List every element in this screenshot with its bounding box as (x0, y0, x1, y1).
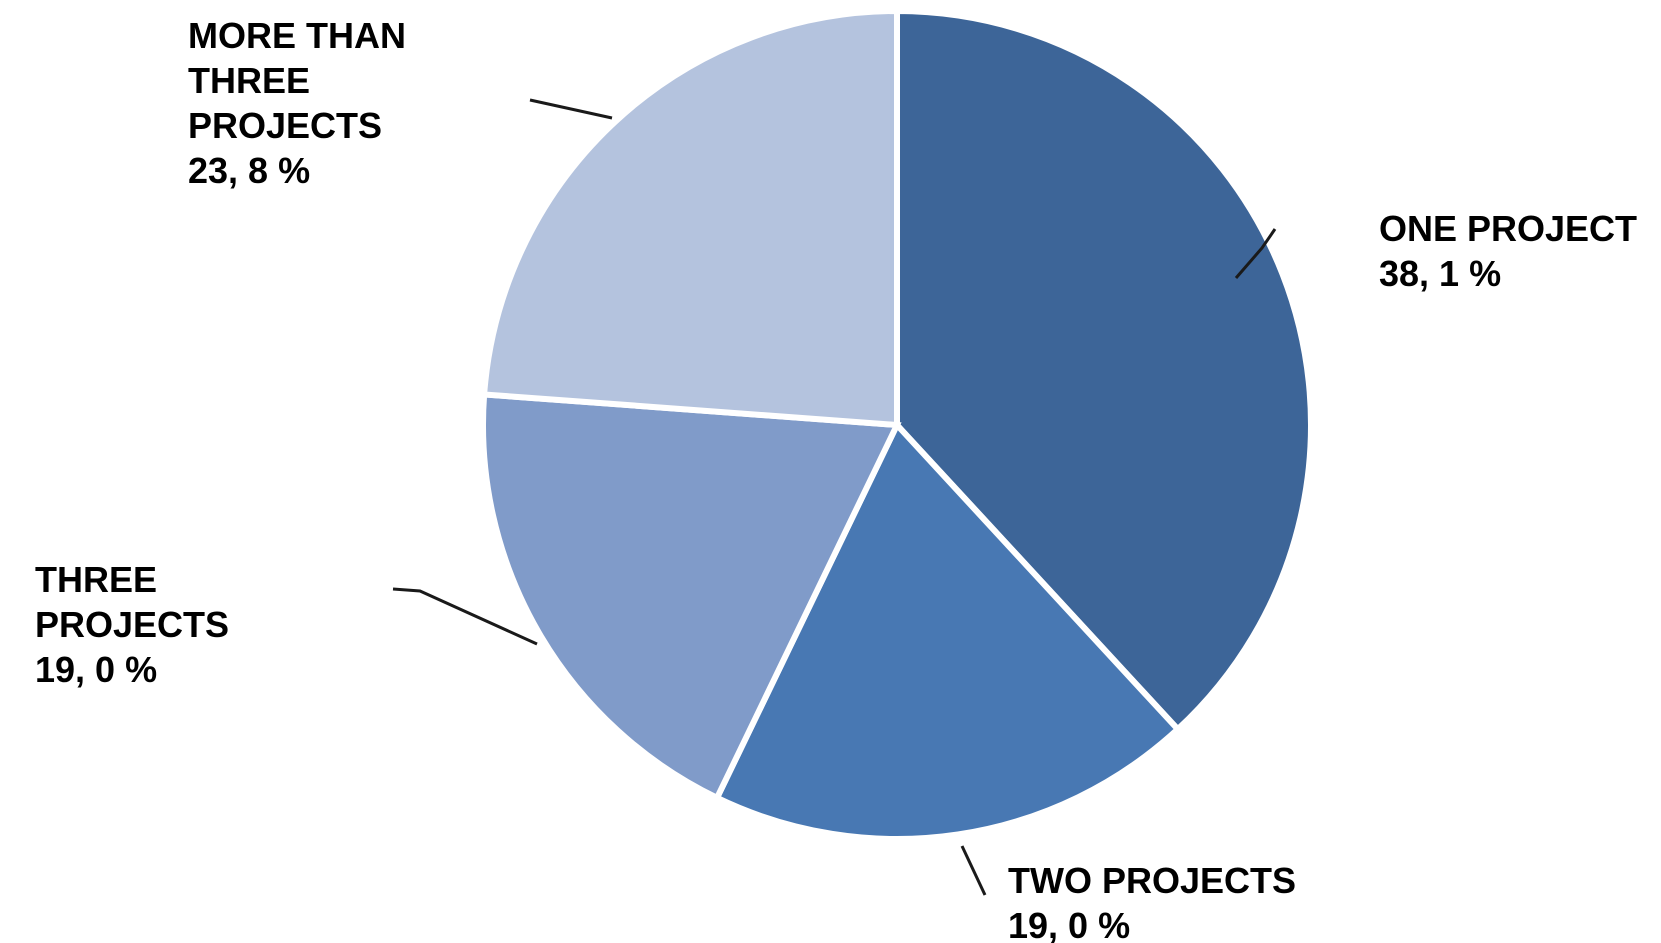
pie-slice-3 (480, 391, 902, 802)
slice-label-3: THREE PROJECTS 19, 0 % (35, 559, 229, 690)
slice-label-line: MORE THAN (188, 15, 406, 56)
leader-line-3 (392, 587, 538, 646)
pie-slice-1 (894, 7, 1314, 734)
slice-label-2: TWO PROJECTS 19, 0 % (1008, 860, 1296, 943)
slice-label-line: THREE (35, 559, 157, 600)
slice-label-line: 19, 0 % (35, 649, 157, 690)
slice-label-line: THREE (188, 60, 310, 101)
slice-label-line: 23, 8 % (188, 150, 310, 191)
slice-label-line: TWO PROJECTS (1008, 860, 1296, 901)
pie-slice-2 (713, 419, 1183, 842)
leader-lines (392, 98, 1277, 896)
leader-line-2 (960, 845, 987, 896)
slice-label-line: 19, 0 % (1008, 905, 1130, 943)
leader-line-4 (529, 98, 613, 120)
leader-line-1 (1234, 228, 1277, 279)
slice-label-1: ONE PROJECT 38, 1 % (1379, 208, 1637, 294)
slice-label-line: ONE PROJECT (1379, 208, 1637, 249)
slice-label-line: 38, 1 % (1379, 253, 1501, 294)
pie-slices (480, 7, 1314, 842)
pie-slice-4 (480, 7, 900, 429)
slice-label-line: PROJECTS (35, 604, 229, 645)
slice-label-4: MORE THAN THREE PROJECTS 23, 8 % (188, 15, 406, 191)
slice-label-line: PROJECTS (188, 105, 382, 146)
slice-labels: ONE PROJECT 38, 1 %TWO PROJECTS 19, 0 %THR… (35, 15, 1637, 943)
